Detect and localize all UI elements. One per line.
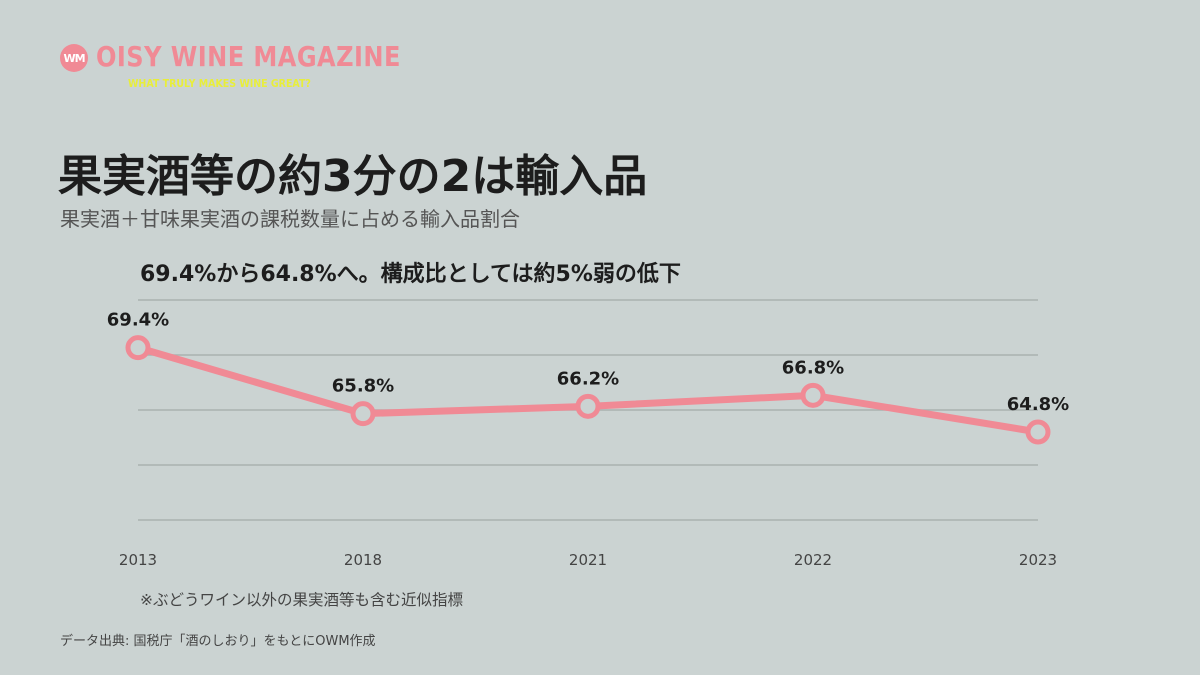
data-point [125,335,151,361]
chart-headline: 69.4%から64.8%へ。構成比としては約5%弱の低下 [140,262,681,287]
line-chart: 69.4%65.8% 66.2%66.8%64.8% 2013 2018 2021 20… [107,299,1069,569]
brand-tagline: WHAT TRULY MAKES WINE GREAT? [128,78,311,90]
x-tick-label: 2013 [119,551,157,569]
page-subtitle: 果実酒＋甘味果実酒の課税数量に占める輸入品割合 [60,207,520,231]
x-tick-label: 2021 [569,551,607,569]
x-tick-label: 2018 [344,551,382,569]
page-title: 果実酒等の約3分の2は輸入品 [58,151,648,202]
data-label: 64.8% [1007,394,1069,415]
wine-glass-icon: WM [60,44,88,72]
data-label: 65.8% [332,376,394,397]
brand-logo[interactable]: WM OISY WINE MAGAZINE WHAT TRULY MAKES W… [60,40,400,96]
data-point [1025,419,1051,445]
data-labels: 69.4% 65.8% 66.2% 66.8% 64.8% [107,310,1069,415]
logo-badge-text: WM [63,51,85,65]
data-point [350,401,376,427]
data-label: 66.8% [782,357,844,378]
data-points [125,335,1051,445]
x-tick-label: 2022 [794,551,832,569]
x-axis-ticks: 2013 2018 2021 2022 2023 [119,551,1057,569]
x-tick-label: 2023 [1019,551,1057,569]
data-source: データ出典: 国税庁「酒のしおり」をもとにOWM作成 [60,634,376,649]
series-line-path [134,344,1042,436]
data-point [575,393,601,419]
data-label: 69.4% [107,310,169,331]
footnote: ※ぶどうワイン以外の果実酒等も含む近似指標 [140,591,463,609]
series-line [134,344,1042,436]
brand-name: OISY WINE MAGAZINE [96,40,401,73]
data-point [800,382,826,408]
data-label: 66.2% [557,368,619,389]
